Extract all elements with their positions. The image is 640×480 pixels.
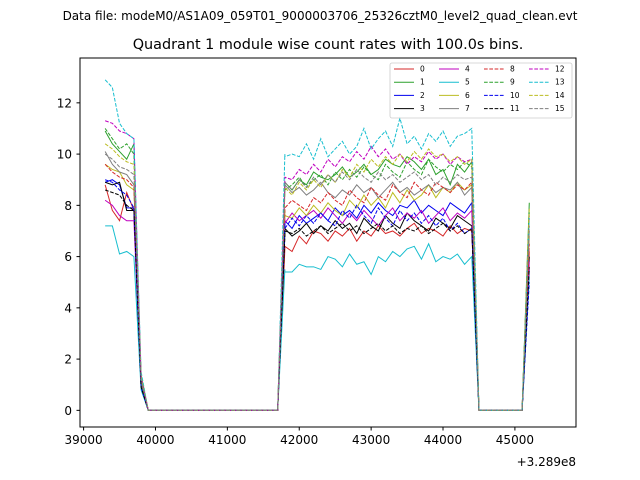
x-tick-label: 45000 bbox=[496, 433, 534, 447]
x-tick-label: 40000 bbox=[136, 433, 174, 447]
y-tick-label: 6 bbox=[64, 250, 72, 264]
legend-label-0: 0 bbox=[420, 65, 425, 74]
legend-label-2: 2 bbox=[420, 91, 425, 100]
series-line-12 bbox=[104, 120, 530, 411]
x-offset-label: +3.289e8 bbox=[517, 455, 576, 469]
legend-label-7: 7 bbox=[465, 104, 470, 113]
legend-label-12: 12 bbox=[555, 65, 565, 74]
y-tick-label: 0 bbox=[64, 404, 72, 418]
legend-label-14: 14 bbox=[555, 91, 565, 100]
x-tick-label: 41000 bbox=[208, 433, 246, 447]
series-line-14 bbox=[104, 143, 530, 411]
y-tick-label: 10 bbox=[57, 148, 72, 162]
y-tick-label: 4 bbox=[64, 301, 72, 315]
legend-label-10: 10 bbox=[510, 91, 520, 100]
chart-suptitle: Data file: modeM0/AS1A09_059T01_90000037… bbox=[63, 9, 578, 23]
chart-title: Quadrant 1 module wise count rates with … bbox=[133, 37, 524, 53]
y-tick-label: 2 bbox=[64, 353, 72, 367]
x-tick-label: 42000 bbox=[280, 433, 318, 447]
series-line-9 bbox=[104, 128, 530, 411]
x-tick-label: 39000 bbox=[65, 433, 103, 447]
legend-label-3: 3 bbox=[420, 104, 425, 113]
legend-label-15: 15 bbox=[555, 104, 565, 113]
series-line-8 bbox=[104, 163, 530, 411]
legend-label-6: 6 bbox=[465, 91, 470, 100]
series-line-15 bbox=[104, 153, 530, 411]
y-tick-label: 12 bbox=[57, 96, 72, 110]
legend-label-9: 9 bbox=[510, 78, 515, 87]
plot-frame bbox=[79, 57, 577, 428]
legend-label-5: 5 bbox=[465, 78, 470, 87]
legend-label-4: 4 bbox=[465, 65, 470, 74]
series-line-13 bbox=[104, 79, 530, 411]
legend-label-11: 11 bbox=[510, 104, 520, 113]
legend-label-1: 1 bbox=[420, 78, 425, 87]
legend-label-8: 8 bbox=[510, 65, 515, 74]
x-tick-label: 44000 bbox=[424, 433, 462, 447]
y-tick-label: 8 bbox=[64, 199, 72, 213]
x-tick-label: 43000 bbox=[352, 433, 390, 447]
legend-box bbox=[389, 62, 573, 119]
series-line-10 bbox=[104, 179, 530, 411]
legend-label-13: 13 bbox=[555, 78, 565, 87]
